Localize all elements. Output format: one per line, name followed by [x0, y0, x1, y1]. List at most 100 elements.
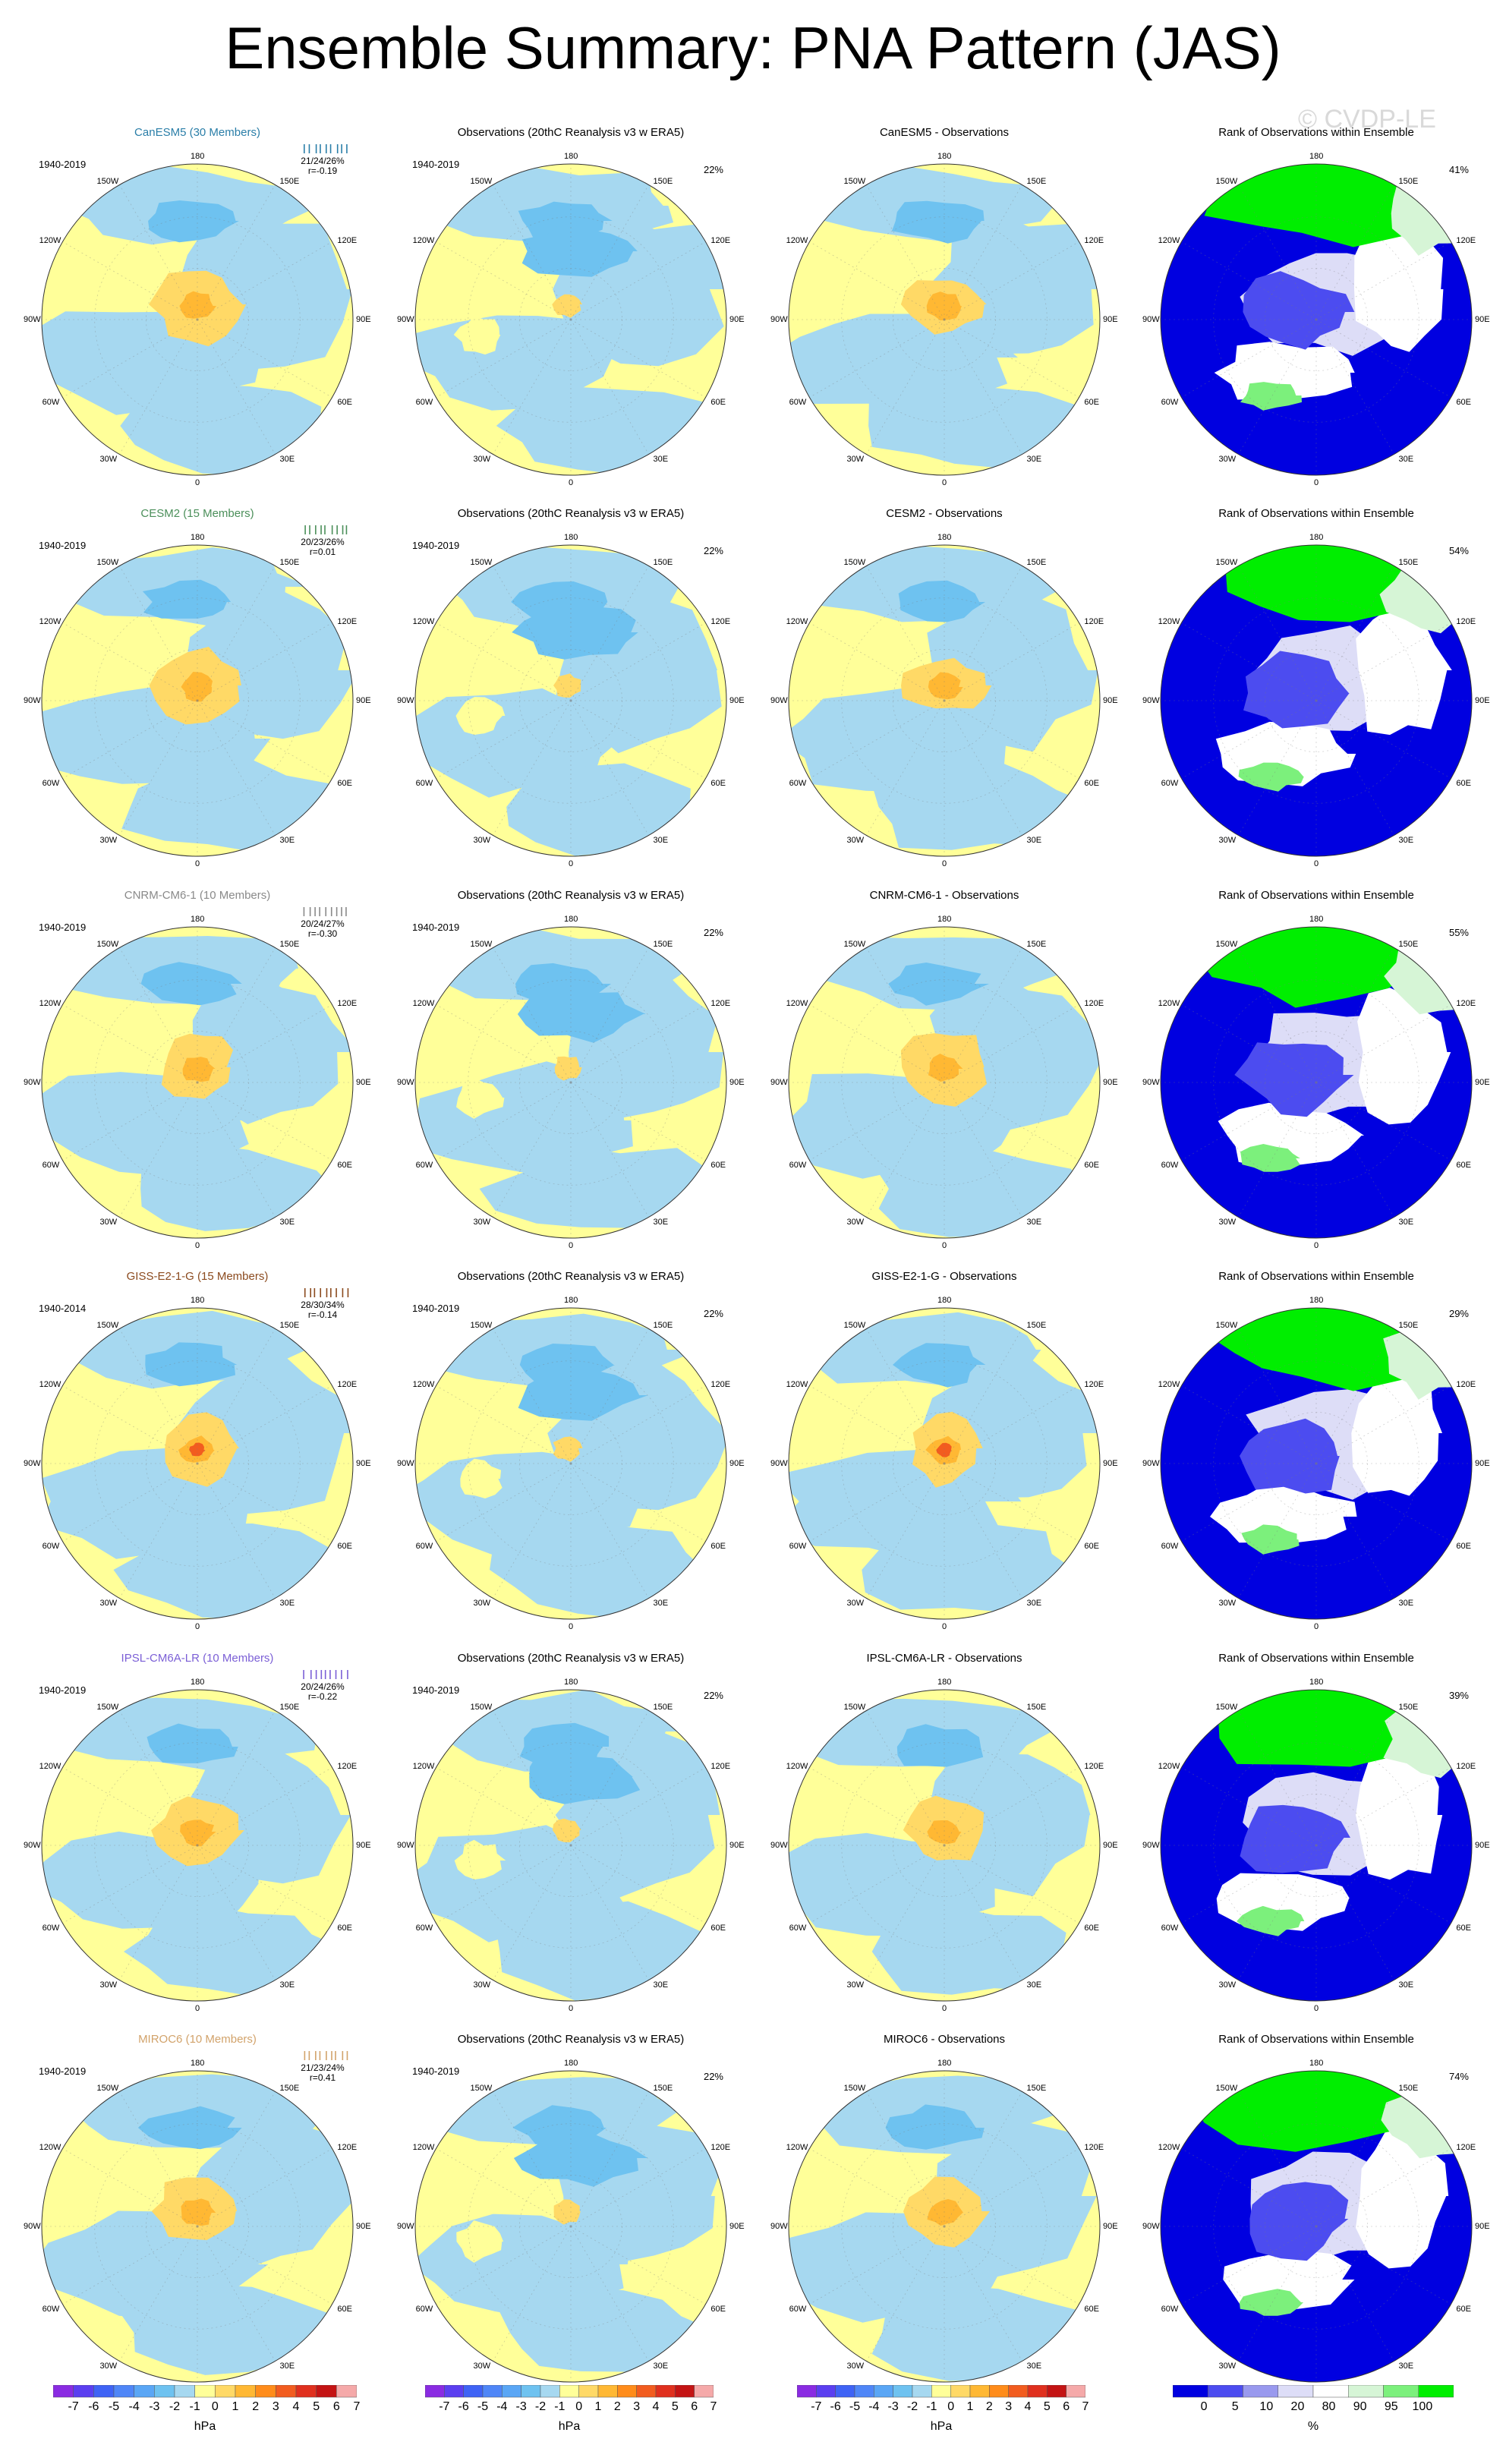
lon-label-mid-upper-right: 120E	[337, 998, 358, 1008]
colorbar-swatch	[854, 2385, 874, 2398]
positive-core	[179, 291, 216, 319]
map-outline	[41, 2070, 354, 2383]
member-bar	[319, 2051, 321, 2060]
graticule	[789, 1308, 1100, 1619]
negative-region	[479, 1147, 716, 1230]
lon-label-left: 90W	[1142, 1459, 1160, 1468]
lon-label-lower-right: 30E	[1026, 455, 1042, 465]
member-bar	[315, 2051, 317, 2060]
panel-title: IPSL-CM6A-LR (10 Members)	[121, 1652, 274, 1665]
map-outline	[414, 1307, 727, 1620]
lon-label-mid-lower-left: 60W	[789, 397, 807, 407]
map-field	[1161, 2071, 1472, 2382]
member-spread-bars	[304, 2051, 348, 2060]
lon-label-mid-lower-left: 60W	[415, 397, 433, 407]
lon-label-top: 180	[937, 1296, 952, 1305]
ensemble-stats: 28/30/34% r=-0.14	[292, 1300, 353, 1320]
lon-label-mid-upper-left: 120W	[1158, 1761, 1180, 1771]
model-map	[41, 163, 354, 476]
lon-label-upper-right: 150E	[1398, 557, 1419, 567]
lon-label-right: 90E	[1103, 1841, 1118, 1850]
stats-range: 20/24/26%	[301, 1681, 345, 1692]
lon-label-bottom: 0	[569, 478, 574, 487]
lon-label-mid-lower-right: 60E	[1084, 397, 1099, 407]
diff-map	[788, 2070, 1101, 2383]
graticule	[789, 545, 1100, 856]
lon-label-left: 90W	[24, 315, 41, 324]
lon-label-bottom: 0	[569, 2004, 574, 2013]
panel-title: Rank of Observations within Ensemble	[1218, 507, 1414, 520]
obs-panel-1: Observations (20thC Reanalysis v3 w ERA5…	[397, 126, 745, 489]
positive-core	[928, 672, 963, 700]
colorbar-swatch	[912, 2385, 932, 2398]
stats-correlation: r=-0.14	[307, 1309, 338, 1320]
lon-label-top: 180	[1309, 2059, 1324, 2068]
negative-region	[935, 2123, 1097, 2278]
lon-label-left: 90W	[397, 696, 414, 705]
panel-title: CESM2 (15 Members)	[140, 507, 254, 520]
lon-label-upper-left: 150W	[96, 939, 119, 949]
colorbar-tick: -4	[496, 2400, 508, 2413]
negative-core	[137, 2106, 242, 2150]
lon-label-mid-lower-left: 60W	[1161, 1923, 1179, 1933]
rank-region-high	[1218, 1690, 1448, 1767]
lon-label-lower-right: 30E	[1398, 1599, 1414, 1609]
diff-panel-3: CNRM-CM6-1 - Observations 180 0 90W 90E 150W 1…	[770, 889, 1118, 1252]
lon-label-mid-lower-right: 60E	[337, 778, 352, 788]
colorbar-units: hPa	[194, 2420, 216, 2433]
rank-region-low	[1234, 1042, 1354, 1117]
lon-label-top: 180	[564, 533, 578, 542]
model-map	[41, 2070, 354, 2383]
member-bar	[304, 2051, 306, 2060]
colorbar-tick: 6	[332, 2400, 340, 2413]
lon-label-upper-right: 150E	[653, 176, 673, 186]
lon-label-lower-left: 30W	[99, 455, 118, 465]
stats-range: 21/23/24%	[301, 2062, 345, 2073]
panel-title: IPSL-CM6A-LR - Observations	[866, 1652, 1022, 1665]
colorbar-swatch	[675, 2385, 695, 2398]
map-field	[789, 1690, 1100, 2001]
member-bar	[346, 144, 348, 153]
colorbar-hpa-3: -7 -6 -5 -4 -3 -2 -1 0 1 2 3 4 5 6 7 hPa	[797, 2385, 1089, 2438]
colorbar-tick: 100	[1412, 2400, 1433, 2413]
lon-label-lower-right: 30E	[279, 836, 295, 846]
rank-region-low	[1240, 1804, 1350, 1873]
lon-label-lower-right: 30E	[279, 455, 295, 465]
lon-label-upper-left: 150W	[470, 1320, 493, 1330]
percent-label: 29%	[1448, 1308, 1469, 1319]
colorbar-hpa-1: -7 -6 -5 -4 -3 -2 -1 0 1 2 3 4 5 6 7 hPa	[53, 2385, 360, 2438]
positive-region	[553, 2199, 581, 2225]
lon-label-mid-lower-right: 60E	[1456, 397, 1471, 407]
colorbar-tick: -6	[458, 2400, 469, 2413]
negative-region	[868, 385, 1076, 468]
lon-label-upper-left: 150W	[1215, 939, 1238, 949]
map-field	[789, 164, 1100, 475]
lon-label-upper-right: 150E	[1026, 939, 1047, 949]
lon-label-lower-left: 30W	[1218, 836, 1237, 846]
period-label: 1940-2014	[39, 1303, 87, 1314]
percent-label: 41%	[1448, 164, 1469, 175]
colorbar-swatch	[636, 2385, 657, 2398]
colorbar-tick: 3	[1005, 2400, 1013, 2413]
colorbar-tick: 10	[1259, 2400, 1274, 2413]
lon-label-bottom: 0	[942, 1622, 947, 1631]
lon-label-lower-right: 30E	[1398, 1980, 1414, 1990]
member-bar	[331, 2051, 332, 2060]
lon-label-mid-lower-right: 60E	[710, 1160, 726, 1170]
lon-label-upper-left: 150W	[96, 1702, 119, 1712]
colorbar-swatch	[502, 2385, 521, 2398]
graticule	[415, 1308, 726, 1619]
lon-label-upper-left: 150W	[96, 557, 119, 567]
lon-label-lower-left: 30W	[846, 1218, 865, 1227]
colorbar-swatch	[1066, 2385, 1085, 2398]
lon-label-mid-upper-right: 120E	[710, 616, 731, 626]
obs-panel-4: Observations (20thC Reanalysis v3 w ERA5…	[397, 1270, 745, 1633]
lon-label-mid-upper-left: 120W	[412, 1761, 435, 1771]
lon-label-upper-right: 150E	[1398, 1702, 1419, 1712]
colorbar-swatch	[797, 2385, 817, 2398]
panel-title: Rank of Observations within Ensemble	[1218, 889, 1414, 902]
lon-label-top: 180	[191, 533, 205, 542]
colorbar-swatch	[1278, 2385, 1314, 2398]
map-outline	[41, 926, 354, 1239]
percent-label: 22%	[703, 2071, 723, 2082]
